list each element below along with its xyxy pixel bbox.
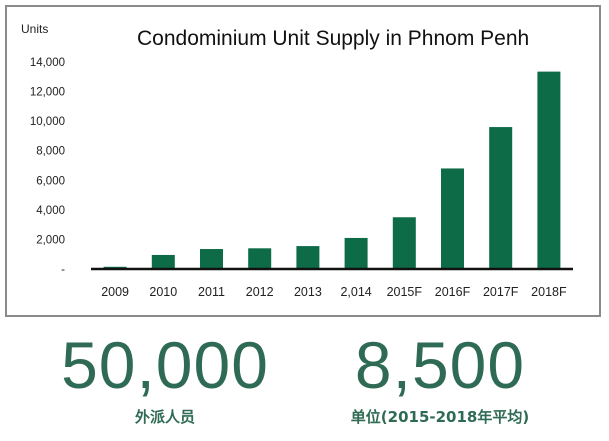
x-tick-label: 2013 [294,285,322,299]
x-tick-label: 2018F [531,285,567,299]
bar [200,249,223,269]
stat-units-average: 8,500 单位(2015-2018年平均) [315,330,565,427]
y-tick-label: 2,000 [36,234,65,246]
y-tick-label: 14,000 [30,57,65,69]
stat-expatriates: 50,000 外派人员 [40,330,290,427]
bar [537,71,561,269]
x-tick-label: 2015F [387,285,423,299]
x-tick-label: 2016F [435,285,471,299]
bar [392,217,416,269]
y-tick-label: - [61,264,65,276]
stat-label: 外派人员 [134,408,195,426]
bar [296,246,320,269]
bar [344,237,368,269]
y-tick-label: 10,000 [30,116,65,128]
x-tick-label: 2017F [483,285,519,299]
stat-value: 50,000 [61,328,269,402]
y-axis-label: Units [21,22,48,36]
x-tick-label: 2009 [101,285,129,299]
y-tick-label: 8,000 [36,146,65,158]
x-tick-label: 2010 [149,285,177,299]
bar [151,254,175,269]
stat-label: 单位(2015-2018年平均) [350,408,530,426]
x-tick-label: 2,014 [340,285,371,299]
chart-title: Condominium Unit Supply in Phnom Penh [137,27,529,50]
x-tick-label: 2011 [198,285,225,299]
stat-value: 8,500 [354,328,526,402]
bar [441,168,464,269]
y-tick-label: 4,000 [36,205,65,217]
y-tick-label: 6,000 [36,175,65,187]
y-tick-label: 12,000 [30,87,65,99]
chart-panel: Condominium Unit Supply in Phnom Penh Un… [5,5,601,317]
x-tick-label: 2012 [246,285,274,299]
bar [489,127,513,269]
bar-chart: Condominium Unit Supply in Phnom Penh Un… [21,22,573,299]
bar [248,248,272,269]
